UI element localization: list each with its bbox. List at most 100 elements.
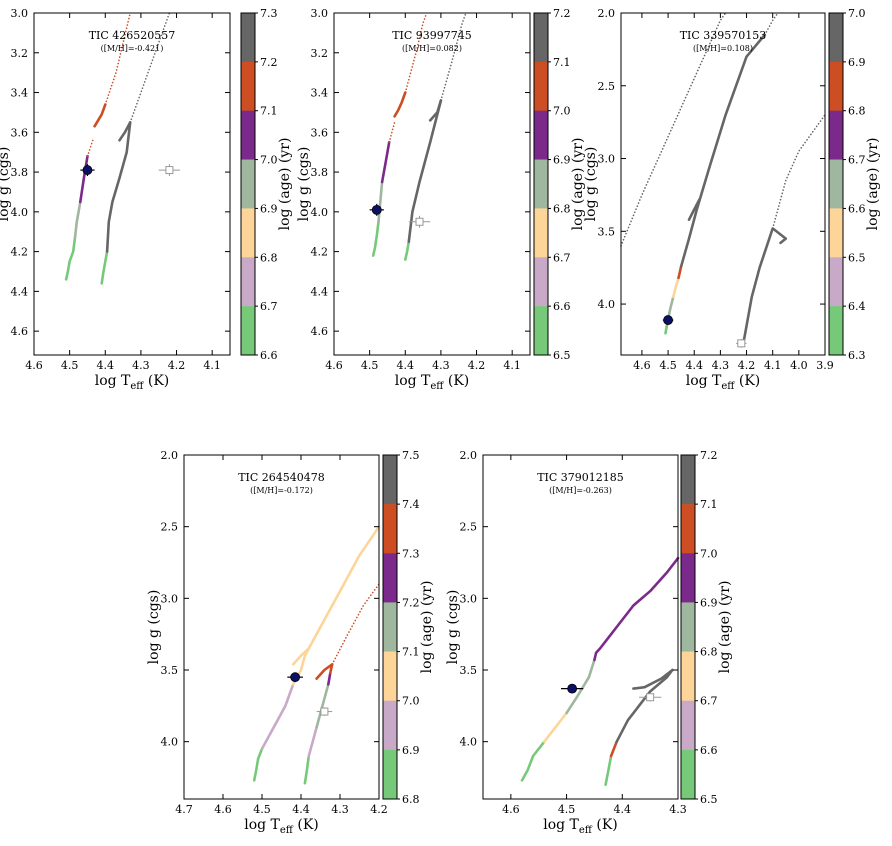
- colorbar-band: [383, 651, 397, 702]
- x-axis-label-main: log T: [395, 373, 431, 389]
- y-tick-label: 4.0: [460, 736, 478, 749]
- colorbar-band: [829, 208, 843, 258]
- x-axis-label: log Teff (K): [686, 373, 761, 392]
- x-tick-label: 4.2: [738, 359, 756, 372]
- y-tick-label: 3.0: [460, 592, 478, 605]
- colorbar-band: [681, 749, 695, 800]
- colorbar-tick-label: 6.5: [553, 349, 571, 362]
- x-axis-label-unit: (K): [592, 817, 618, 833]
- isochrone-track: [307, 726, 318, 758]
- panel-title: TIC 264540478: [238, 471, 325, 484]
- colorbar-tick-label: 7.5: [402, 449, 420, 462]
- x-tick-label: 4.5: [61, 359, 79, 372]
- colorbar-band: [534, 61, 548, 112]
- x-axis-label: log Teff (K): [395, 373, 470, 392]
- panel-4: 4.7 4.6 4.5 4.4 4.3 4.2 2.0 2.5 3.0 3.5 4.0 TIC 264…: [146, 449, 435, 836]
- y-tick-label: 3.8: [311, 166, 329, 179]
- y-tick-label: 4.0: [311, 206, 329, 219]
- isochrone-track: [331, 583, 380, 666]
- colorbar-band: [534, 13, 548, 63]
- colorbar-band: [681, 455, 695, 505]
- colorbar-tick-label: 6.6: [700, 744, 718, 757]
- colorbar-tick-label: 7.2: [402, 596, 420, 609]
- colorbar-band: [829, 159, 843, 209]
- x-axis-label-main: log T: [244, 817, 280, 833]
- colorbar-band: [681, 553, 695, 603]
- x-tick-label: 4.5: [659, 359, 677, 372]
- isochrone-track: [677, 264, 683, 280]
- colorbar-tick-label: 6.9: [848, 56, 866, 69]
- colorbar-band: [534, 257, 548, 307]
- y-tick-label: 3.6: [311, 126, 329, 139]
- colorbar-band: [241, 61, 255, 112]
- x-tick-label: 4.3: [669, 803, 687, 816]
- x-tick-label: 4.7: [175, 803, 193, 816]
- isochrone-track: [609, 740, 618, 758]
- x-axis-label-main: log T: [686, 373, 722, 389]
- x-tick-label: 4.3: [432, 359, 450, 372]
- x-tick-label: 4.1: [203, 359, 221, 372]
- isochrone-track: [377, 180, 384, 224]
- colorbar-frame: [828, 12, 844, 356]
- y-tick-label: 3.4: [311, 87, 329, 100]
- colorbar-band: [383, 455, 397, 505]
- isochrone-track: [764, 12, 779, 36]
- panel-subtitle: ([M/H]=-0.263): [549, 486, 612, 495]
- y-tick-label: 3.4: [11, 87, 29, 100]
- plot-frame: [33, 12, 231, 356]
- x-axis-label-sub: eff: [579, 825, 593, 836]
- alternate-solution-marker: [415, 217, 424, 226]
- y-tick-label: 4.2: [311, 246, 329, 259]
- panel-title: TIC 339570153: [680, 29, 767, 42]
- x-axis-label: log Teff (K): [244, 817, 319, 836]
- x-tick-label: 4.4: [614, 803, 632, 816]
- x-tick-label: 4.6: [502, 803, 520, 816]
- isochrone-track: [672, 276, 680, 299]
- colorbar-band: [829, 306, 843, 356]
- x-axis-label: log Teff (K): [95, 373, 170, 392]
- isochrone-track: [64, 236, 77, 281]
- colorbar-tick-label: 7.0: [700, 547, 718, 560]
- x-axis-label-unit: (K): [443, 373, 469, 389]
- isochrone-track: [771, 114, 826, 230]
- colorbar-tick-label: 7.1: [553, 56, 571, 69]
- alternate-solution-marker: [165, 166, 174, 175]
- panel-title: TIC 426520557: [89, 29, 176, 42]
- x-tick-label: 4.3: [331, 803, 349, 816]
- colorbar-tick-label: 6.7: [700, 695, 718, 708]
- isochrone-track: [393, 91, 407, 118]
- colorbar-label: log (age) (yr): [570, 138, 586, 231]
- isochrone-track: [543, 711, 568, 743]
- panel-title: TIC 93997745: [392, 29, 472, 42]
- colorbar-tick-label: 6.6: [848, 202, 866, 215]
- x-tick-label: 4.6: [325, 359, 343, 372]
- colorbar-tick-label: 6.7: [848, 154, 866, 167]
- observed-star-marker: [290, 672, 301, 683]
- colorbar-tick-label: 7.0: [553, 105, 571, 118]
- alternate-solution-marker: [646, 693, 655, 702]
- panel-title: TIC 379012185: [537, 471, 624, 484]
- colorbar-band: [681, 504, 695, 554]
- isochrone-track: [252, 747, 264, 782]
- x-axis-label-sub: eff: [280, 825, 294, 836]
- y-tick-label: 4.0: [598, 298, 616, 311]
- y-tick-label: 3.0: [11, 7, 29, 20]
- isochrone-track: [86, 139, 94, 157]
- y-tick-label: 3.8: [11, 166, 29, 179]
- observed-star-marker: [371, 204, 382, 215]
- colorbar-tick-label: 6.3: [848, 349, 866, 362]
- x-axis-label-sub: eff: [430, 381, 444, 392]
- y-tick-label: 3.0: [598, 153, 616, 166]
- isochrone-track: [620, 12, 727, 247]
- colorbar-band: [829, 110, 843, 160]
- x-tick-label: 4.6: [633, 359, 651, 372]
- colorbar-tick-label: 7.3: [260, 7, 278, 20]
- colorbar-tick-label: 7.0: [402, 695, 420, 708]
- x-tick-label: 4.6: [25, 359, 43, 372]
- x-axis-label-unit: (K): [293, 817, 319, 833]
- colorbar-tick-label: 6.7: [553, 251, 571, 264]
- isochrone-track: [291, 647, 311, 666]
- y-tick-label: 3.0: [161, 592, 179, 605]
- colorbar-tick-label: 6.6: [260, 349, 278, 362]
